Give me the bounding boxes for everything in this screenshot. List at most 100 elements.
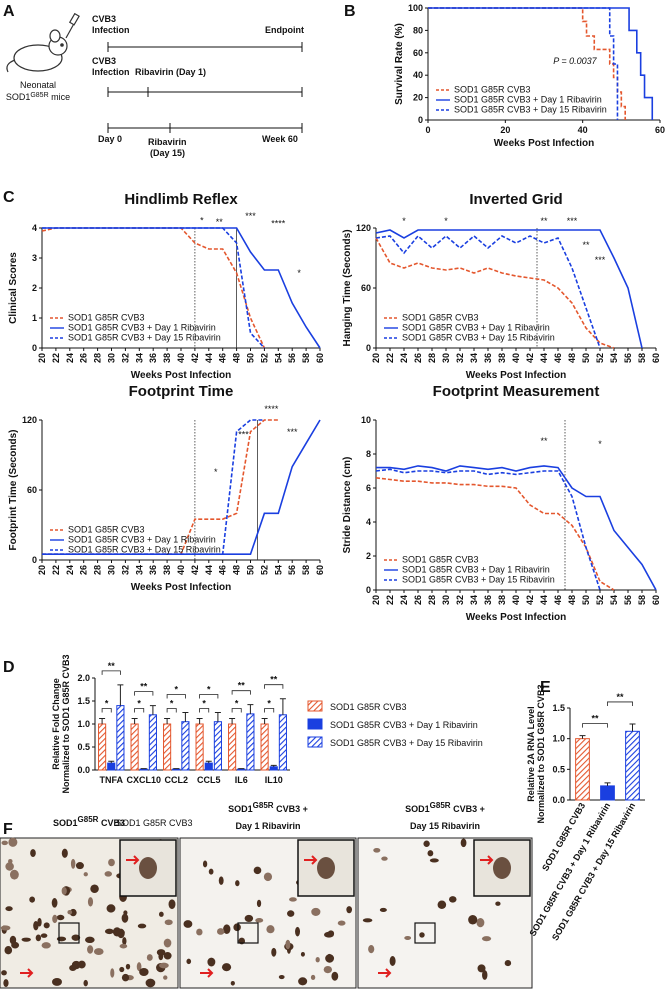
arrow: [126, 855, 140, 865]
y-tick-label: 0.5: [77, 742, 90, 752]
nucleus: [289, 897, 297, 902]
nucleus: [29, 896, 35, 903]
nucleus: [324, 931, 334, 938]
bar: [195, 723, 204, 771]
nucleus: [271, 947, 277, 957]
x-tick-label: 50: [246, 353, 256, 363]
significance-label: *: [202, 698, 206, 708]
nucleus: [495, 901, 501, 906]
y-axis-label: Clinical Scores: [8, 252, 19, 324]
x-tick-label: 40: [176, 565, 186, 575]
x-tick-label: 54: [609, 353, 619, 363]
inset-source: [237, 922, 259, 944]
x-tick-label: 42: [525, 595, 535, 605]
significance-bracket: [101, 708, 112, 713]
x-tick-label: 36: [148, 565, 158, 575]
nucleus: [379, 907, 387, 912]
bar: [625, 730, 640, 801]
nucleus: [158, 911, 164, 917]
x-tick-label: 56: [623, 353, 633, 363]
nucleus: [278, 974, 285, 980]
error-bar: [270, 764, 277, 767]
x-tick-label: 40: [176, 353, 186, 363]
significance-bracket: [166, 708, 177, 713]
nucleus: [207, 957, 216, 967]
legend-label: SOD1 G85R CVB3: [402, 313, 479, 323]
y-tick-label: 1.5: [77, 696, 90, 706]
nucleus: [460, 838, 467, 848]
bar: [172, 768, 181, 771]
nucleus: [146, 954, 153, 961]
annotation: ***: [567, 216, 578, 226]
x-tick-label: 20: [500, 125, 510, 135]
chart-title: Footprint Time: [129, 383, 234, 400]
legend-label: SOD1 G85R CVB3: [330, 702, 407, 712]
x-tick-label: 42: [525, 353, 535, 363]
nucleus: [5, 906, 13, 912]
x-tick-label: SOD1 G85R CVB3: [540, 801, 587, 873]
y-tick-label: 100: [408, 3, 423, 13]
annotation: *: [200, 216, 204, 226]
nucleus: [159, 962, 169, 969]
x-tick-label: 44: [539, 595, 549, 605]
bar: [213, 721, 222, 771]
x-axis-label: Weeks Post Infection: [131, 370, 231, 381]
y-tick-label: 120: [356, 223, 371, 233]
y-tick-label: 60: [361, 283, 371, 293]
x-tick-label: CCL5: [197, 775, 221, 785]
error-bar: [604, 782, 611, 786]
nucleus: [295, 926, 300, 937]
series-line: [428, 7, 654, 120]
nucleus: [427, 850, 434, 857]
x-tick-label: CXCL10: [126, 775, 161, 785]
chart-title: Hindlimb Reflex: [124, 191, 238, 208]
timeline-label: Infection: [92, 25, 130, 35]
nucleus: [337, 920, 346, 926]
bar: [163, 723, 172, 771]
x-tick-label: 34: [134, 353, 144, 363]
arrow: [200, 968, 214, 978]
timeline-label: Day 0: [98, 134, 122, 144]
x-tick-label: TNFA: [100, 775, 124, 785]
x-tick-label: 20: [37, 353, 47, 363]
x-tick-label: 46: [218, 353, 228, 363]
nucleus: [30, 849, 36, 858]
timeline-label: Week 60: [262, 134, 298, 144]
bar: [148, 714, 157, 771]
nucleus: [310, 974, 316, 980]
nucleus: [9, 869, 19, 880]
series-line: [375, 477, 615, 591]
nucleus: [368, 944, 375, 954]
annotation: *: [598, 439, 602, 449]
x-tick-label: 60: [655, 125, 665, 135]
x-tick-label: 30: [441, 353, 451, 363]
legend-swatch: [307, 700, 323, 712]
timeline-label: Infection: [92, 67, 130, 77]
x-tick-label: 42: [190, 565, 200, 575]
y-tick-label: 0.0: [552, 795, 565, 805]
error-bar: [579, 735, 586, 739]
panel-label: F: [3, 821, 13, 838]
bar: [139, 768, 148, 771]
y-tick-label: 4: [366, 517, 371, 527]
nucleus: [196, 928, 203, 936]
nucleus: [255, 918, 264, 923]
y-tick-label: 2: [366, 551, 371, 561]
image-overlay-text: SOD1 G85R CVB3: [116, 818, 193, 828]
significance-label: **: [238, 681, 246, 691]
x-tick-label: 50: [581, 595, 591, 605]
x-tick-label: 30: [441, 595, 451, 605]
annotation: ***: [595, 255, 606, 265]
nucleus: [51, 898, 58, 908]
legend-swatch: [307, 736, 323, 748]
x-tick-label: 54: [609, 595, 619, 605]
nucleus: [3, 979, 9, 987]
nucleus: [83, 979, 88, 987]
x-axis-label: Weeks Post Infection: [494, 138, 594, 149]
nucleus: [35, 934, 42, 942]
series-line: [42, 227, 265, 349]
nucleus: [235, 880, 240, 887]
nucleus: [419, 932, 425, 938]
x-tick-label: 32: [120, 565, 130, 575]
y-tick-label: 2.0: [77, 673, 90, 683]
